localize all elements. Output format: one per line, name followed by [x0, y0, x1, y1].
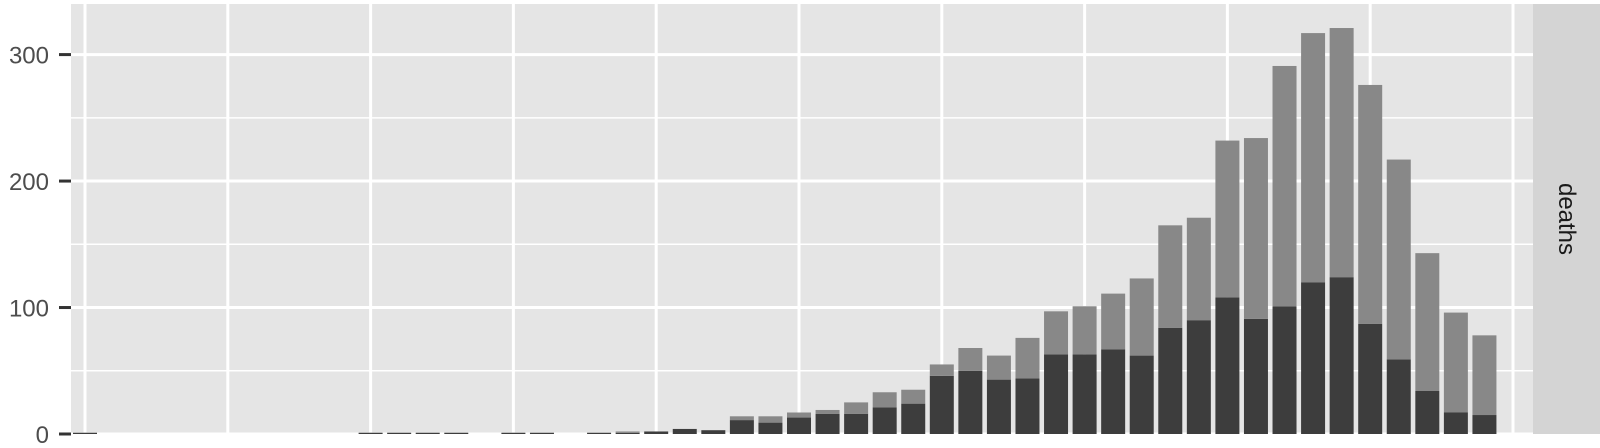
bar-segment — [501, 432, 526, 434]
bar-segment — [929, 375, 954, 434]
bar-segment — [1301, 33, 1326, 283]
bar-segment — [1443, 412, 1468, 434]
bar-segment — [1129, 355, 1154, 434]
bar-segment — [1272, 306, 1297, 434]
bar-segment — [529, 432, 554, 434]
bar-segment — [701, 430, 726, 434]
bar-segment — [958, 348, 983, 371]
bar-segment — [1386, 159, 1411, 360]
bar-segment — [415, 432, 440, 434]
bar-segment — [729, 420, 754, 434]
bar-segment — [1101, 293, 1126, 350]
bar-segment — [672, 428, 697, 434]
facet-strip-label: deaths — [1553, 183, 1580, 255]
bar-segment — [844, 402, 869, 414]
bar-segment — [615, 431, 640, 433]
bar-segment — [986, 379, 1011, 434]
bar-segment — [1472, 415, 1497, 434]
y-tick-label: 200 — [9, 169, 49, 196]
bar-segment — [1243, 318, 1268, 434]
bar-segment — [1301, 282, 1326, 434]
bar-segment — [815, 409, 840, 414]
bar-segment — [1158, 327, 1183, 434]
y-axis: 0 100 200 300 — [9, 43, 71, 448]
bar-segment — [444, 432, 469, 434]
bar-segment — [815, 413, 840, 434]
bar-segment — [758, 422, 783, 434]
bar-segment — [1358, 84, 1383, 324]
bar-segment — [1215, 140, 1240, 298]
bar-segment — [1472, 335, 1497, 416]
bar-segment — [1129, 278, 1154, 356]
y-tick-label: 100 — [9, 296, 49, 323]
bar-segment — [1044, 354, 1069, 434]
bar-segment — [986, 355, 1011, 380]
bar-segment — [729, 416, 754, 421]
bar-segment — [1072, 306, 1097, 355]
bar-segment — [1186, 320, 1211, 434]
bar-segment — [587, 432, 612, 434]
bar-segment — [1272, 65, 1297, 307]
bars — [73, 28, 1497, 434]
bar-segment — [1015, 337, 1040, 379]
bar-segment — [1015, 378, 1040, 434]
bar-segment — [1415, 253, 1440, 391]
bar-segment — [1358, 323, 1383, 434]
bar-segment — [958, 370, 983, 434]
bar-segment — [872, 407, 897, 434]
bar-segment — [1186, 217, 1211, 321]
y-tick-label: 0 — [36, 422, 49, 448]
bar-segment — [758, 416, 783, 423]
facet-strip — [1533, 4, 1600, 434]
bar-segment — [1329, 28, 1354, 278]
bar-segment — [615, 432, 640, 434]
bar-segment — [1443, 312, 1468, 413]
bar-segment — [787, 412, 811, 418]
bar-segment — [387, 432, 412, 434]
major-gridlines — [71, 4, 1533, 436]
bar-segment — [1415, 391, 1440, 434]
bar-segment — [1072, 354, 1097, 434]
bar-segment — [73, 432, 97, 434]
bar-segment — [872, 392, 897, 408]
bar-segment — [1101, 349, 1126, 434]
bar-segment — [844, 413, 869, 434]
bar-segment — [901, 403, 926, 434]
bar-segment — [1243, 138, 1268, 319]
bar-segment — [929, 364, 954, 376]
bar-segment — [1158, 225, 1183, 328]
y-tick-label: 300 — [9, 43, 49, 70]
bar-segment — [358, 432, 383, 434]
bar-segment — [1329, 277, 1354, 434]
bar-segment — [787, 417, 811, 434]
bar-segment — [1044, 311, 1069, 355]
bar-segment — [901, 389, 926, 404]
bar-segment — [1386, 359, 1411, 434]
bar-segment — [1215, 297, 1240, 434]
bar-segment — [644, 431, 669, 434]
